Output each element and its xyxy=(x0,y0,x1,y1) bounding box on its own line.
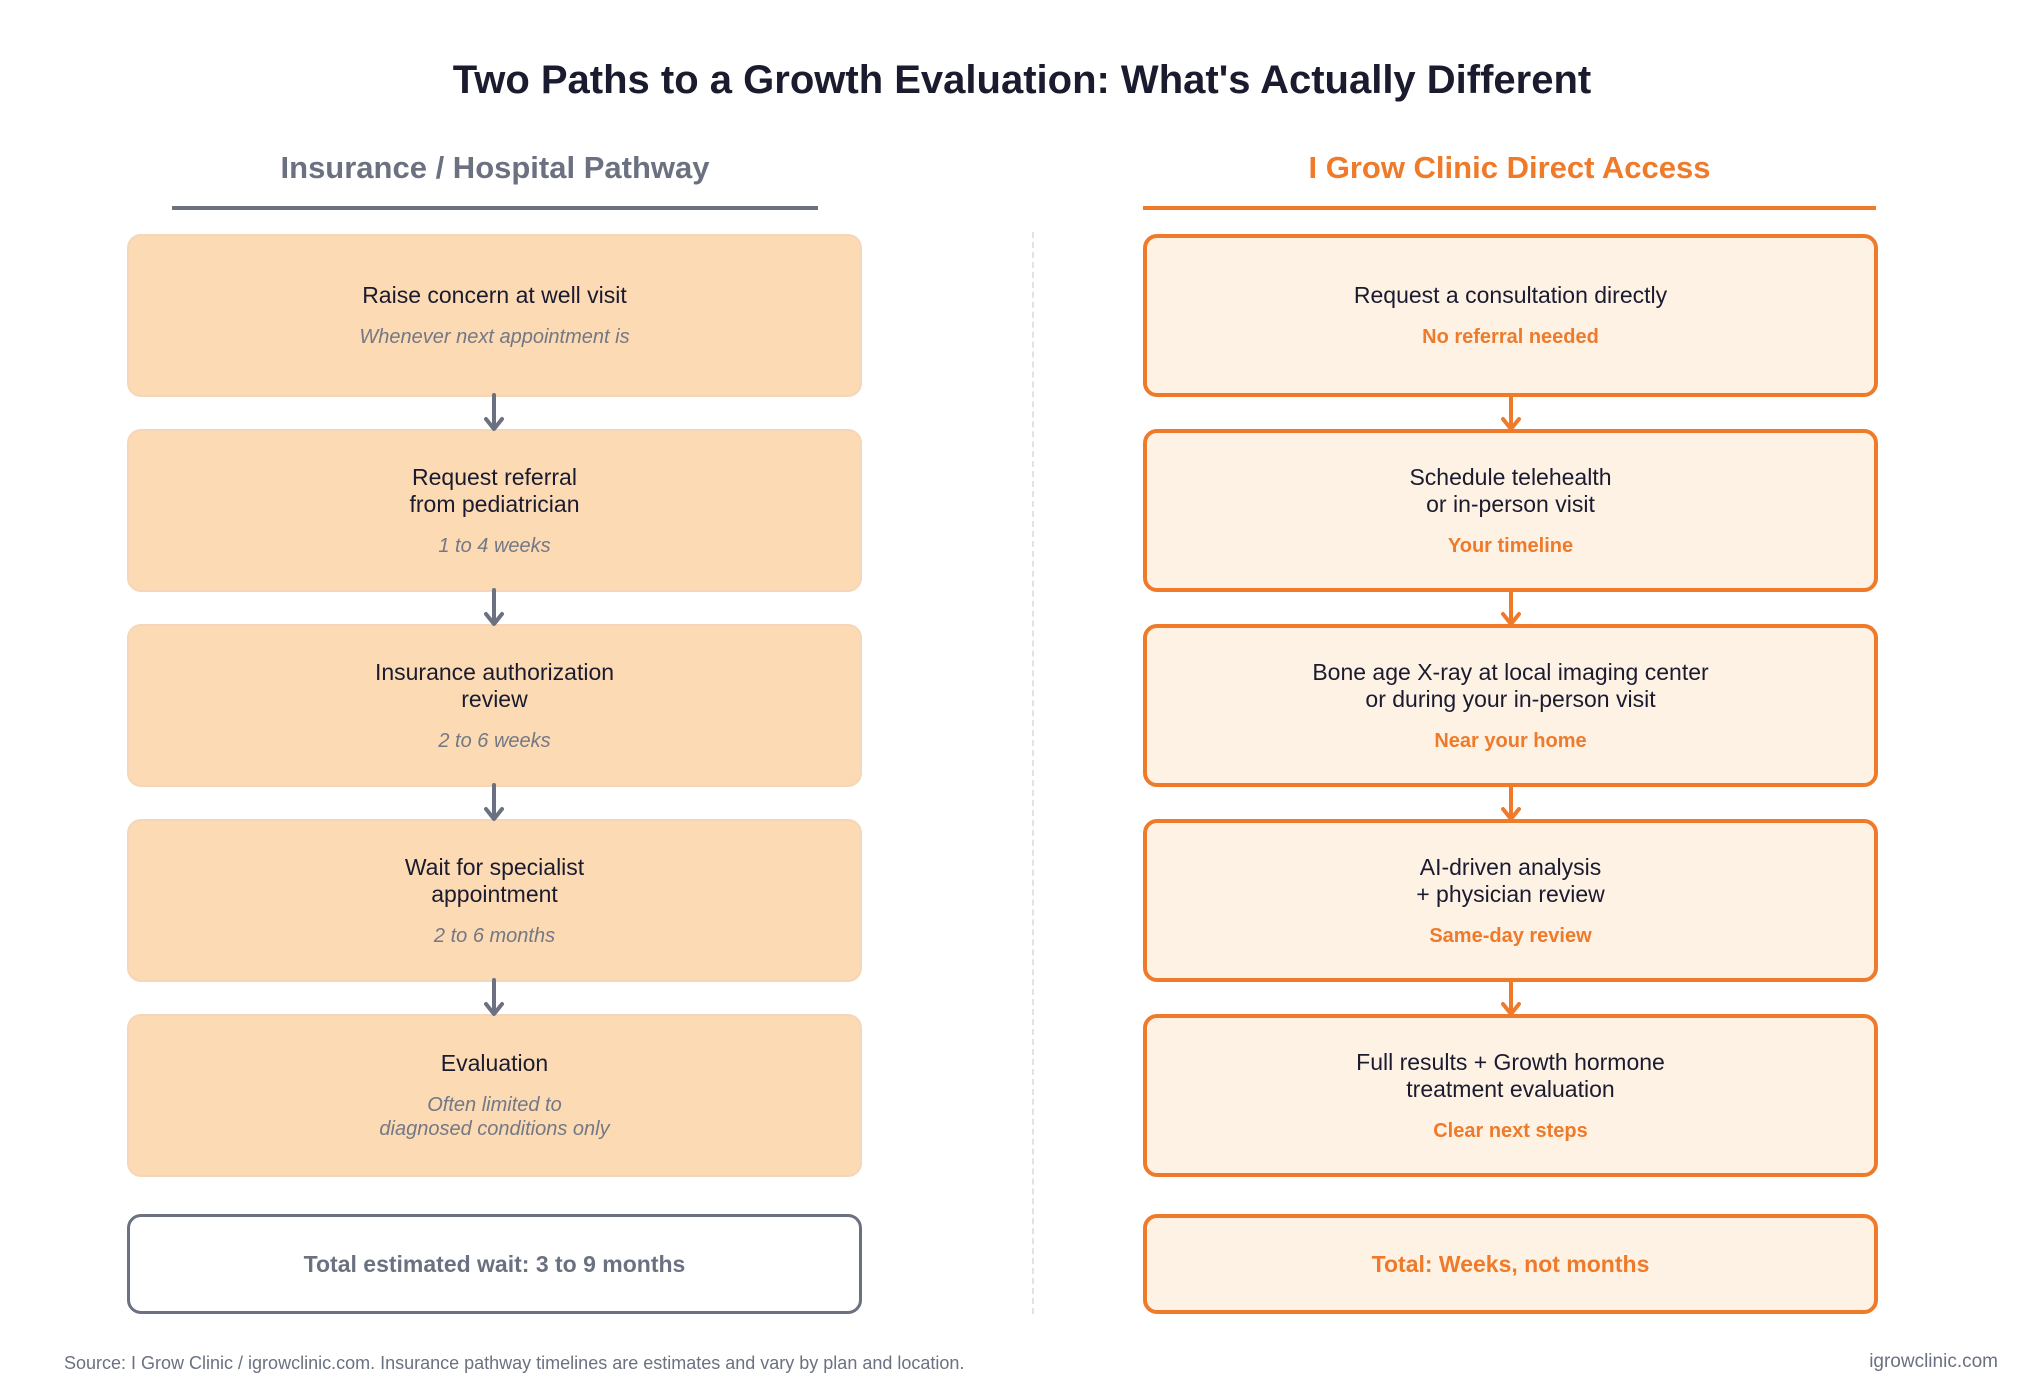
insurance-arrow-1 xyxy=(484,393,504,431)
step-title: Wait for specialist appointment xyxy=(404,853,585,907)
step-highlight: Your timeline xyxy=(1447,534,1574,557)
step-title: Evaluation xyxy=(440,1050,549,1076)
step-title: Bone age X-ray at local imaging center o… xyxy=(1312,658,1709,712)
direct-total: Total: Weeks, not months xyxy=(1143,1214,1878,1314)
direct-step-3: Bone age X-ray at local imaging center o… xyxy=(1143,624,1878,787)
insurance-arrow-3 xyxy=(484,783,504,821)
insurance-step-4: Wait for specialist appointment 2 to 6 m… xyxy=(127,819,862,982)
insurance-pathway-heading: Insurance / Hospital Pathway xyxy=(280,150,710,185)
step-title: Raise concern at well visit xyxy=(362,282,627,308)
direct-access-heading: I Grow Clinic Direct Access xyxy=(1308,150,1711,185)
step-highlight: Same-day review xyxy=(1429,924,1592,947)
step-title: Request a consultation directly xyxy=(1353,282,1668,308)
direct-step-5: Full results + Growth hormone treatment … xyxy=(1143,1014,1878,1177)
step-title: Schedule telehealth or in-person visit xyxy=(1409,463,1612,517)
insurance-step-5: Evaluation Often limited to diagnosed co… xyxy=(127,1014,862,1177)
step-highlight: Near your home xyxy=(1434,729,1587,752)
insurance-arrow-4 xyxy=(484,978,504,1016)
website-link[interactable]: igrowclinic.com xyxy=(1869,1351,1998,1372)
source-note: Source: I Grow Clinic / igrowclinic.com.… xyxy=(64,1353,965,1373)
step-duration: Whenever next appointment is xyxy=(359,326,630,348)
direct-arrow-3 xyxy=(1501,783,1521,821)
direct-arrow-1 xyxy=(1501,393,1521,431)
step-highlight: No referral needed xyxy=(1422,326,1599,348)
step-title: Insurance authorization review xyxy=(374,658,615,712)
step-duration: 2 to 6 months xyxy=(433,924,556,947)
direct-arrow-4 xyxy=(1501,978,1521,1016)
insurance-total-wait: Total estimated wait: 3 to 9 months xyxy=(127,1214,862,1314)
step-title: Full results + Growth hormone treatment … xyxy=(1356,1048,1665,1102)
step-title: Request referral from pediatrician xyxy=(409,463,580,517)
step-title: AI-driven analysis + physician review xyxy=(1416,853,1605,907)
direct-arrow-2 xyxy=(1501,588,1521,626)
insurance-step-3: Insurance authorization review 2 to 6 we… xyxy=(127,624,862,787)
page-title: Two Paths to a Growth Evaluation: What's… xyxy=(452,58,1592,102)
step-highlight: Clear next steps xyxy=(1433,1119,1588,1142)
column-divider xyxy=(1032,232,1034,1314)
insurance-arrow-2 xyxy=(484,588,504,626)
direct-step-1: Request a consultation directly No refer… xyxy=(1143,234,1878,397)
insurance-heading-rule xyxy=(172,206,818,210)
step-duration: 2 to 6 weeks xyxy=(438,729,551,752)
direct-heading-rule xyxy=(1143,206,1876,210)
step-duration: Often limited to diagnosed conditions on… xyxy=(379,1094,610,1140)
step-duration: 1 to 4 weeks xyxy=(438,534,551,557)
